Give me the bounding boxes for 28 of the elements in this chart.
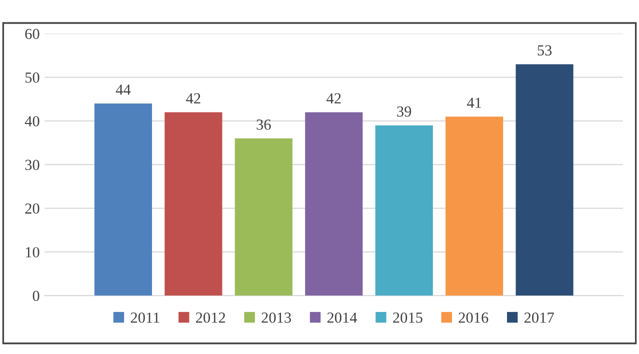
legend-label: 2011 [130,312,160,323]
y-tick-label: 60 [25,28,40,40]
bar [234,138,292,296]
bar [164,112,222,296]
y-tick-label: 50 [25,72,40,83]
bar [516,64,574,296]
data-label: 36 [256,119,271,130]
bar [446,116,504,296]
legend-label: 2016 [458,312,488,323]
bar [305,112,363,296]
data-label: 39 [397,106,412,117]
data-label: 41 [466,98,482,108]
legend-label: 2017 [524,312,554,323]
legend-label: 2014 [327,312,358,323]
bar [94,103,152,296]
legend-label: 2013 [262,312,291,323]
y-tick-label: 0 [32,290,40,302]
data-label: 42 [326,93,341,104]
y-tick-label: 30 [25,160,40,170]
data-label: 44 [116,84,131,95]
legend-label: 2015 [393,312,422,323]
y-tick-label: 10 [26,247,40,258]
y-tick-label: 40 [24,116,40,126]
y-tick-label: 20 [25,203,40,214]
legend-label: 2012 [196,312,226,323]
data-label: 42 [186,93,200,104]
bar [375,125,433,296]
data-label: 53 [538,45,552,56]
